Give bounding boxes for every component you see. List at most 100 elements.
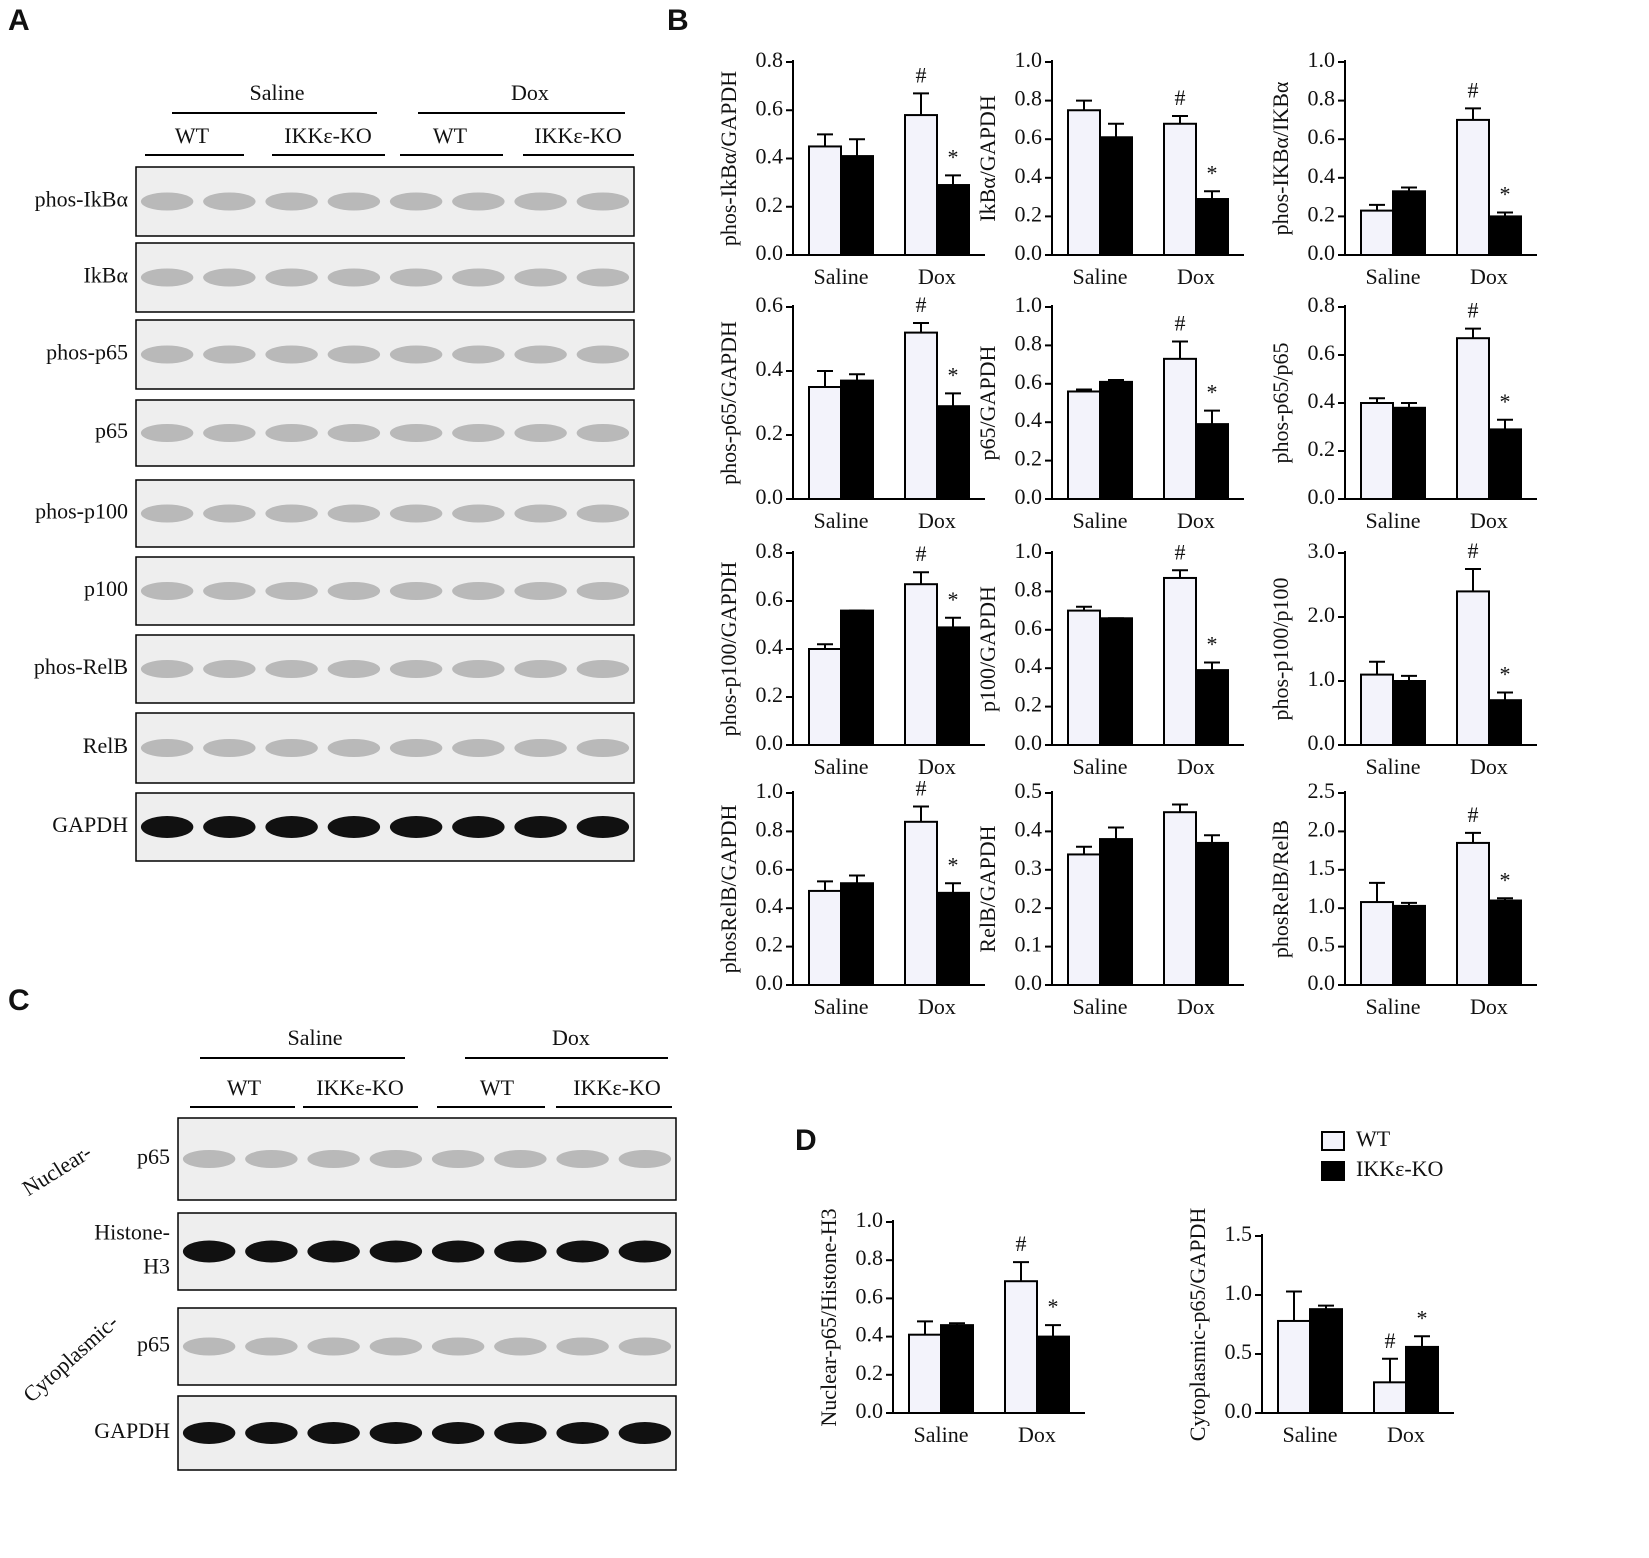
error-bar: [1204, 190, 1220, 200]
y-tick-label: 0.1: [1015, 932, 1043, 957]
band: [431, 1150, 485, 1168]
error-bar: [1465, 568, 1481, 592]
error-bar: [1076, 605, 1092, 611]
error-bar: [849, 138, 865, 157]
x-tick-label: Dox: [918, 508, 956, 533]
blot-label: GAPDH: [94, 1418, 170, 1443]
error-bar: [1497, 691, 1513, 701]
bar: [808, 386, 842, 500]
y-tick-label: 0.2: [1308, 436, 1336, 461]
bar: [1392, 406, 1426, 500]
bar: [936, 891, 970, 987]
band: [494, 1150, 547, 1168]
genotype-label: IKKε-KO: [316, 1075, 403, 1100]
band: [576, 582, 630, 600]
error-bar: [945, 616, 961, 628]
bar: [936, 626, 970, 747]
band: [452, 816, 505, 838]
band: [514, 816, 567, 838]
error-bar: [1172, 340, 1188, 359]
bar: [1067, 609, 1101, 746]
y-tick-label: 0.4: [756, 144, 784, 169]
significance-label: #: [1175, 539, 1186, 564]
legend-swatch: [1321, 1161, 1345, 1181]
error-bar: [1076, 388, 1092, 392]
y-tick-label: 0.4: [1015, 407, 1043, 432]
error-bar: [1369, 881, 1385, 903]
bar: [1099, 838, 1133, 987]
y-tick-label: 1.0: [1308, 893, 1336, 918]
compartment-label: Nuclear-: [18, 1139, 96, 1201]
y-tick-label: 0.6: [756, 586, 784, 611]
blot: [135, 712, 635, 784]
bar: [1067, 109, 1101, 256]
x-tick-label: Dox: [1470, 508, 1508, 533]
y-tick-label: 0.0: [1308, 240, 1336, 265]
band: [327, 739, 381, 757]
x-tick-label: Saline: [814, 994, 869, 1019]
x-tick-label: Saline: [1283, 1422, 1338, 1447]
y-tick-label: 0.0: [1308, 970, 1336, 995]
band: [245, 1337, 298, 1356]
bar: [1373, 1381, 1407, 1414]
bar: [1195, 198, 1229, 256]
band: [182, 1240, 236, 1263]
error-bar: [849, 874, 865, 884]
band: [203, 582, 256, 600]
y-tick-label: 0.4: [1308, 163, 1336, 188]
band: [369, 1337, 423, 1356]
band: [494, 1337, 547, 1356]
error-bar: [913, 805, 929, 822]
significance-label: #: [1468, 538, 1479, 563]
error-bar: [1013, 1261, 1029, 1282]
y-tick-label: 0.4: [1015, 163, 1043, 188]
significance-label: *: [1500, 867, 1511, 892]
y-tick-label: 0.2: [1015, 201, 1043, 226]
blot-label: GAPDH: [52, 812, 128, 837]
y-tick-label: 2.0: [1308, 816, 1336, 841]
error-bar: [945, 174, 961, 186]
y-axis-label: phos-IKBα/IKBα: [1268, 81, 1293, 235]
band: [576, 660, 630, 678]
error-bar: [917, 1320, 933, 1335]
bar: [940, 1324, 974, 1415]
band: [556, 1240, 609, 1263]
error-bar: [1401, 402, 1417, 408]
error-bar: [1401, 901, 1417, 906]
error-bar: [945, 882, 961, 893]
band: [389, 816, 443, 838]
significance-label: *: [948, 362, 959, 387]
group-label: Dox: [552, 1025, 590, 1050]
band: [514, 345, 567, 364]
significance-label: #: [1175, 311, 1186, 336]
y-tick-label: 0.4: [756, 356, 784, 381]
band: [452, 739, 505, 757]
error-bar: [1382, 1357, 1398, 1383]
bar: [1456, 118, 1490, 257]
error-bar: [949, 1322, 965, 1326]
y-tick-label: 0.0: [1225, 1398, 1253, 1423]
error-bar: [1318, 1304, 1334, 1310]
band: [389, 660, 443, 678]
y-tick-label: 0.2: [756, 192, 784, 217]
bar: [1456, 590, 1490, 747]
bar: [808, 145, 842, 256]
band: [327, 816, 381, 838]
bar: [936, 405, 970, 501]
significance-label: #: [1016, 1231, 1027, 1256]
x-tick-label: Saline: [1073, 754, 1128, 779]
band: [576, 345, 630, 364]
band: [514, 582, 567, 600]
band: [452, 268, 505, 287]
y-tick-label: 0.5: [1015, 778, 1043, 803]
band: [327, 660, 381, 678]
band: [556, 1337, 609, 1356]
band: [140, 739, 194, 757]
bar: [936, 184, 970, 257]
bar: [840, 609, 874, 746]
error-bar: [1045, 1324, 1061, 1337]
bar: [840, 155, 874, 256]
band: [327, 504, 381, 523]
bar: [1163, 122, 1197, 257]
group-label: Saline: [250, 80, 305, 105]
